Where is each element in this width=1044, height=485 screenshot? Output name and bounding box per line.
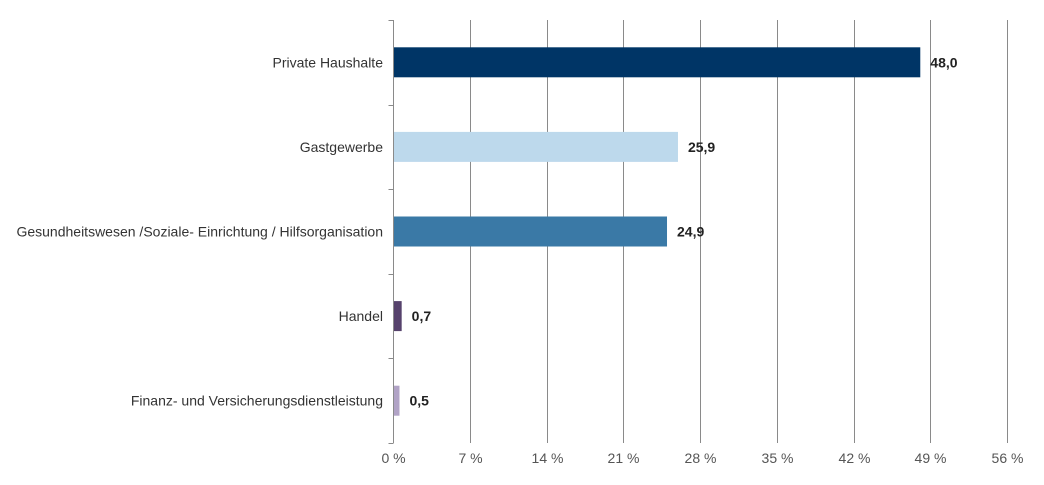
x-tick-label: 42 % (839, 450, 871, 466)
data-label: 24,9 (677, 224, 704, 240)
x-tick-label: 56 % (992, 450, 1024, 466)
bar (394, 216, 668, 247)
labels: 0 % 7 % 14 % 21 % 28 % 35 % 42 % 49 % 56 % Privat… (16, 54, 1023, 466)
category-label: Gesundheitswesen /Soziale- Einrichtung /… (16, 224, 383, 240)
category-label: Handel (339, 308, 383, 324)
bar (394, 131, 678, 162)
data-label: 48,0 (930, 54, 957, 70)
category-label: Gastgewerbe (300, 139, 383, 155)
category-label: Finanz- und Versicherungsdienstleistung (131, 393, 383, 409)
x-tick-label: 0 % (381, 450, 405, 466)
data-label: 25,9 (688, 139, 715, 155)
x-tick-label: 7 % (458, 450, 482, 466)
bars (394, 47, 921, 416)
x-tick-label: 49 % (915, 450, 947, 466)
data-label: 0,7 (412, 308, 432, 324)
x-tick-label: 35 % (762, 450, 794, 466)
x-tick-label: 21 % (608, 450, 640, 466)
bar (394, 47, 921, 78)
category-label: Private Haushalte (272, 54, 383, 70)
x-tick-label: 14 % (532, 450, 564, 466)
bar (394, 301, 402, 332)
category-axis (388, 20, 394, 444)
x-tick-label: 28 % (685, 450, 717, 466)
bar (394, 385, 400, 416)
data-label: 0,5 (409, 393, 429, 409)
